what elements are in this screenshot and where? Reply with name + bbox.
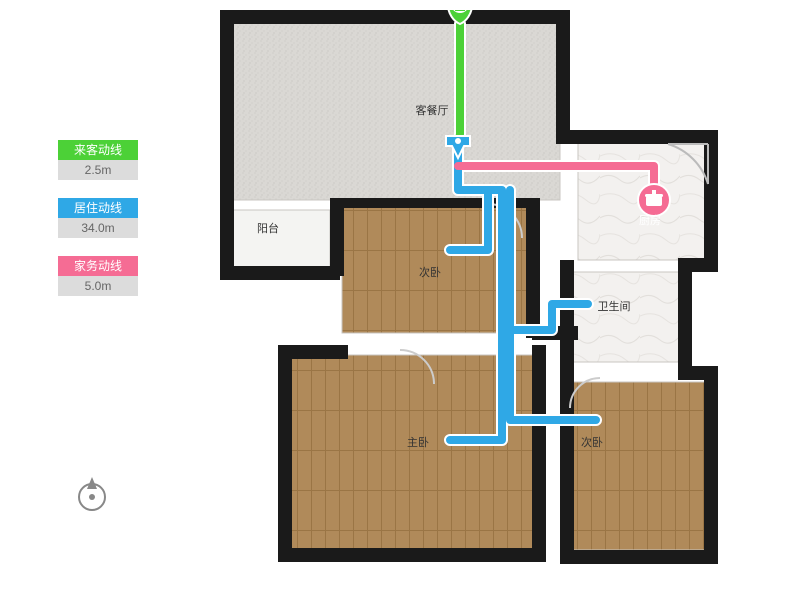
legend-value: 34.0m	[58, 218, 138, 238]
svg-text:卫生间: 卫生间	[598, 299, 631, 313]
compass-icon	[72, 475, 112, 515]
svg-text:次卧: 次卧	[419, 265, 441, 279]
svg-text:次卧: 次卧	[581, 435, 603, 449]
floor-plan-svg: 客餐厅阳台厨房次卧卫生间主卧次卧	[200, 10, 760, 590]
route-legend: 来客动线 2.5m 居住动线 34.0m 家务动线 5.0m	[58, 140, 138, 314]
legend-item-housework: 家务动线 5.0m	[58, 256, 138, 296]
legend-value: 5.0m	[58, 276, 138, 296]
legend-item-living: 居住动线 34.0m	[58, 198, 138, 238]
floor-plan: 客餐厅阳台厨房次卧卫生间主卧次卧	[200, 10, 760, 590]
legend-item-guest: 来客动线 2.5m	[58, 140, 138, 180]
legend-label: 来客动线	[58, 140, 138, 160]
svg-text:主卧: 主卧	[407, 436, 429, 449]
svg-text:客餐厅: 客餐厅	[416, 103, 449, 117]
legend-value: 2.5m	[58, 160, 138, 180]
svg-text:厨房: 厨房	[639, 214, 661, 227]
legend-label: 家务动线	[58, 256, 138, 276]
legend-label: 居住动线	[58, 198, 138, 218]
svg-text:阳台: 阳台	[257, 221, 279, 235]
